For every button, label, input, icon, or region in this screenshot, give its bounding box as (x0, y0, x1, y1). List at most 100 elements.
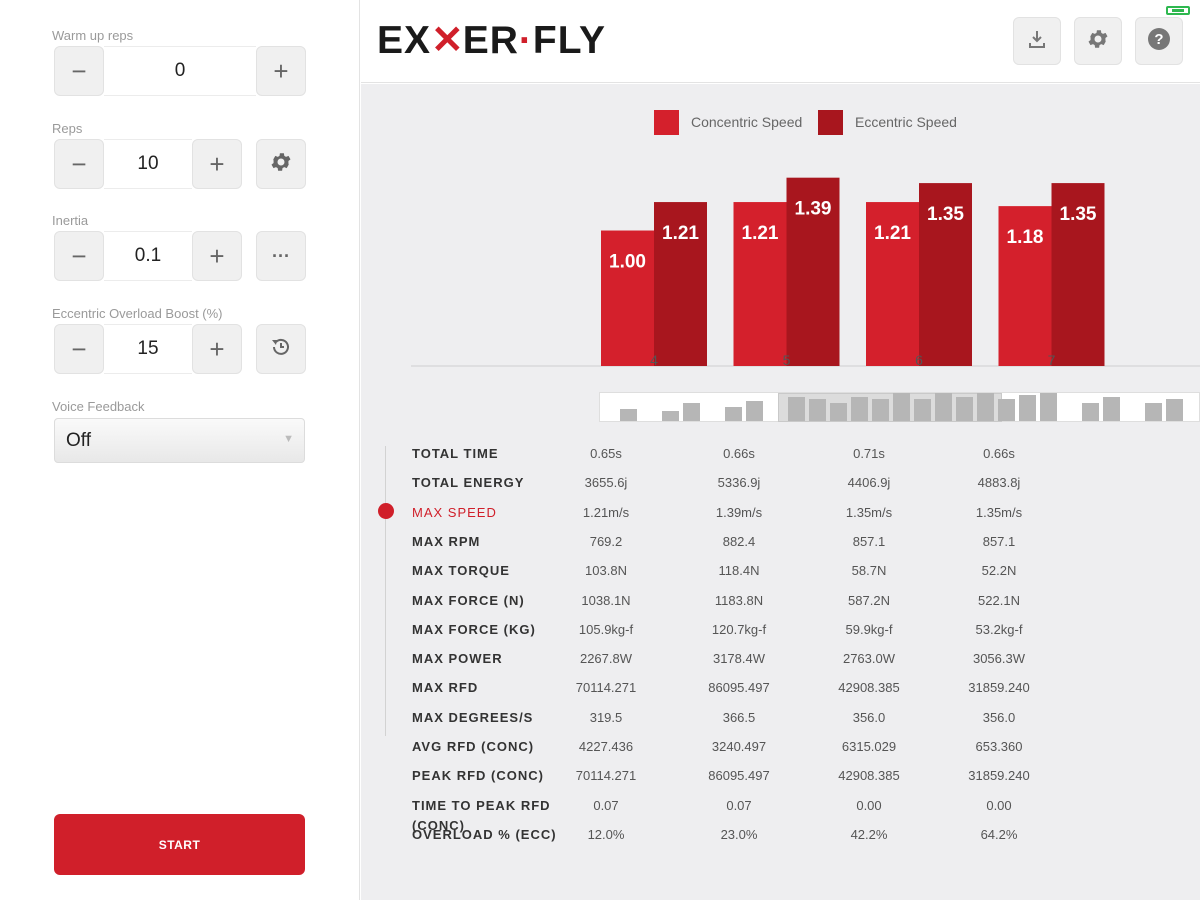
metric-row[interactable]: MAX DEGREES/S 319.5 366.5 356.0 356.0 (361, 708, 1200, 737)
reps-value[interactable]: 10 (104, 139, 192, 189)
category-label: 7 (1048, 352, 1056, 368)
metric-value: 31859.240 (968, 768, 1030, 784)
warmup-value[interactable]: 0 (104, 46, 256, 96)
metric-row[interactable]: PEAK RFD (CONC) 70114.271 86095.497 42908.3… (361, 766, 1200, 795)
reps-minus-button[interactable]: − (54, 139, 104, 189)
main-area: Concentric Speed Eccentric Speed 1.00 1.21 4… (361, 84, 1200, 900)
inertia-value[interactable]: 0.1 (104, 231, 192, 281)
timeline-rep-block (746, 401, 763, 421)
voice-feedback-value: Off (66, 429, 91, 451)
metric-row[interactable]: OVERLOAD % (ECC) 12.0% 23.0% 42.2% 64.2% (361, 825, 1200, 854)
metric-label: MAX FORCE (KG) (412, 621, 536, 637)
metric-value: 769.2 (589, 533, 623, 549)
reps-settings-button[interactable] (256, 139, 306, 189)
settings-panel: Warm up reps − 0 + Reps − 10 + Inertia −… (0, 0, 360, 900)
metric-value: 882.4 (722, 533, 756, 549)
timeline-rep-block (683, 403, 700, 421)
bar-eccentric (786, 177, 840, 366)
metric-row[interactable]: MAX FORCE (N) 1038.1N 1183.8N 587.2N 522.1N (361, 591, 1200, 620)
warmup-stepper: − 0 + (54, 46, 306, 96)
metric-value: 0.66s (723, 446, 755, 461)
inertia-more-button[interactable]: ··· (256, 231, 306, 281)
metric-value: 5336.9j (717, 475, 761, 491)
bar-value-label: 1.21 (874, 223, 911, 244)
inertia-minus-button[interactable]: − (54, 231, 104, 281)
battery-icon (1166, 6, 1190, 15)
timeline-rep-block (1166, 399, 1183, 421)
metric-row[interactable]: MAX RPM 769.2 882.4 857.1 857.1 (361, 532, 1200, 561)
warmup-plus-button[interactable]: + (256, 46, 306, 96)
metric-row[interactable]: TOTAL ENERGY 3655.6j 5336.9j 4406.9j 4883.8j (361, 473, 1200, 502)
metric-row[interactable]: MAX RFD 70114.271 86095.497 42908.385 31859.… (361, 678, 1200, 707)
metric-value: 653.360 (975, 739, 1023, 754)
metric-value: 356.0 (982, 709, 1016, 725)
metric-value: 857.1 (982, 533, 1016, 549)
metric-row[interactable]: MAX POWER 2267.8W 3178.4W 2763.0W 3056.3W (361, 649, 1200, 678)
timeline-rep-block (788, 397, 805, 421)
metric-value: 0.07 (593, 797, 619, 813)
metric-value: 120.7kg-f (711, 621, 767, 637)
voice-feedback-select[interactable]: Off ▼ (54, 418, 305, 463)
boost-plus-button[interactable]: + (192, 324, 242, 374)
voice-label: Voice Feedback (52, 399, 145, 414)
metric-value: 2267.8W (579, 651, 633, 667)
metric-label: MAX SPEED (412, 504, 497, 520)
bar-concentric (866, 202, 919, 366)
metric-value: 356.0 (852, 709, 886, 725)
metric-row[interactable]: AVG RFD (CONC) 4227.436 3240.497 6315.029 65… (361, 737, 1200, 766)
legend-label-0: Concentric Speed (691, 114, 802, 130)
metric-value: 103.8N (585, 563, 627, 579)
metric-row[interactable]: TOTAL TIME 0.65s 0.66s 0.71s 0.66s (361, 444, 1200, 473)
metric-slider-handle[interactable] (378, 503, 394, 519)
timeline-rep-block (872, 399, 889, 421)
timeline-rep-block (1082, 403, 1099, 421)
legend-label-1: Eccentric Speed (855, 114, 957, 130)
history-icon (269, 335, 293, 364)
rep-timeline-scrubber[interactable] (599, 392, 1200, 422)
gear-icon (269, 150, 293, 179)
start-button[interactable]: START (54, 814, 305, 875)
metric-row[interactable]: MAX TORQUE 103.8N 118.4N 58.7N 52.2N (361, 561, 1200, 590)
download-button[interactable] (1013, 17, 1061, 65)
reps-stepper: − 10 + (54, 139, 242, 189)
metric-label: TOTAL ENERGY (412, 475, 525, 491)
category-label: 5 (783, 352, 791, 368)
timeline-rep-block (851, 397, 868, 421)
metric-label: MAX RFD (412, 680, 479, 696)
boost-value[interactable]: 15 (104, 324, 192, 374)
timeline-rep-block (1040, 393, 1057, 421)
speed-bar-chart: Concentric Speed Eccentric Speed 1.00 1.21 4… (411, 110, 1200, 368)
metric-value: 52.2N (981, 563, 1017, 579)
metric-label: MAX POWER (412, 651, 503, 667)
bar-value-label: 1.39 (795, 199, 832, 220)
boost-minus-button[interactable]: − (54, 324, 104, 374)
metric-row[interactable]: TIME TO PEAK RFD (CONC) 0.07 0.07 0.00 0.00 (361, 796, 1200, 833)
help-button[interactable]: ? (1135, 17, 1183, 65)
metric-row[interactable]: MAX SPEED 1.21m/s 1.39m/s 1.35m/s 1.35m/s (361, 503, 1200, 532)
metric-row[interactable]: MAX FORCE (KG) 105.9kg-f 120.7kg-f 59.9kg-f… (361, 620, 1200, 649)
bar-value-label: 1.35 (1060, 204, 1097, 225)
inertia-plus-button[interactable]: + (192, 231, 242, 281)
metric-value: 86095.497 (708, 768, 770, 784)
metric-value: 12.0% (587, 826, 625, 842)
metric-label: TIME TO PEAK RFD (CONC) (412, 797, 551, 833)
reps-plus-button[interactable]: + (192, 139, 242, 189)
boost-reset-button[interactable] (256, 324, 306, 374)
metric-value: 118.4N (718, 563, 760, 579)
category-label: 6 (915, 352, 923, 368)
metric-value: 64.2% (980, 826, 1018, 842)
timeline-rep-block (935, 393, 952, 421)
warmup-minus-button[interactable]: − (54, 46, 104, 96)
timeline-rep-block (956, 397, 973, 421)
metric-label: PEAK RFD (CONC) (412, 768, 544, 784)
legend-swatch-1 (818, 110, 843, 135)
metric-value: 1.35m/s (975, 504, 1023, 520)
warmup-label: Warm up reps (52, 28, 134, 43)
settings-button[interactable] (1074, 17, 1122, 65)
metric-label: MAX DEGREES/S (412, 709, 534, 725)
timeline-rep-block (893, 393, 910, 421)
bar-value-label: 1.00 (609, 252, 646, 273)
legend-swatch-0 (654, 110, 679, 135)
metric-value: 31859.240 (968, 680, 1030, 696)
metric-value: 522.1N (978, 592, 1020, 608)
